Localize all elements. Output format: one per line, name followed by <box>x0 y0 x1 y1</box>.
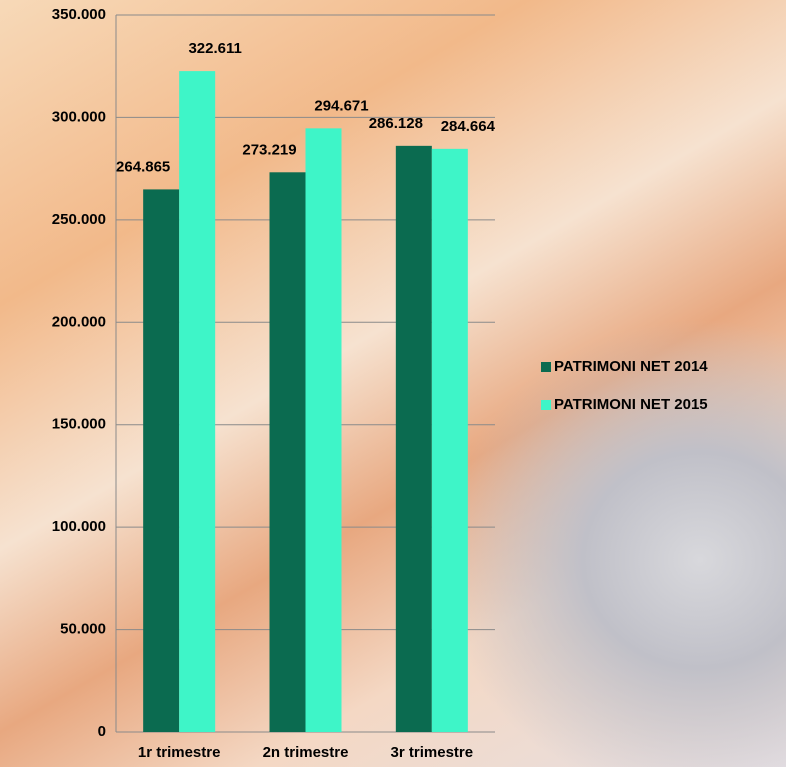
x-tick-label: 1r trimestre <box>138 744 221 761</box>
bar <box>432 149 468 732</box>
y-tick-label: 200.000 <box>52 313 106 330</box>
x-tick-label: 2n trimestre <box>263 744 349 761</box>
data-label: 286.128 <box>369 115 423 132</box>
legend-label: PATRIMONI NET 2015 <box>554 396 708 413</box>
y-tick-label: 50.000 <box>60 621 106 638</box>
data-label: 322.611 <box>188 40 241 57</box>
data-label: 284.664 <box>441 118 496 135</box>
legend-swatch <box>541 362 551 372</box>
bar <box>306 128 342 732</box>
data-label: 273.219 <box>242 141 296 158</box>
y-tick-label: 0 <box>98 723 106 740</box>
bar <box>270 172 306 732</box>
bar <box>396 146 432 732</box>
legend-swatch <box>541 400 551 410</box>
bar <box>143 189 179 732</box>
screenshot: {"chart_data": {"type": "bar", "categori… <box>0 0 786 767</box>
y-tick-label: 150.000 <box>52 416 106 433</box>
y-tick-label: 250.000 <box>52 211 106 228</box>
legend-label: PATRIMONI NET 2014 <box>554 358 708 375</box>
chart: 0 50.000 100.000 150.000 200.000 250.000 300.0… <box>0 0 786 767</box>
data-label: 264.865 <box>116 158 170 175</box>
data-label: 294.671 <box>314 97 368 114</box>
y-tick-label: 100.000 <box>52 518 106 535</box>
y-tick-label: 350.000 <box>52 6 106 23</box>
x-tick-label: 3r trimestre <box>391 744 474 761</box>
bar <box>179 71 215 732</box>
y-tick-label: 300.000 <box>52 108 106 125</box>
